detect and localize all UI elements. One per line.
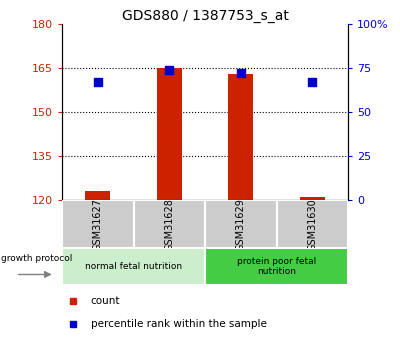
Bar — [205, 248, 348, 285]
Bar — [134, 200, 205, 248]
Bar — [157, 68, 182, 200]
Text: growth protocol: growth protocol — [1, 254, 73, 263]
Text: GSM31628: GSM31628 — [164, 198, 174, 251]
Text: GSM31627: GSM31627 — [93, 198, 103, 251]
Point — [94, 79, 101, 85]
Text: count: count — [90, 296, 120, 306]
Point — [166, 67, 172, 73]
Text: protein poor fetal
nutrition: protein poor fetal nutrition — [237, 257, 316, 276]
Text: percentile rank within the sample: percentile rank within the sample — [90, 319, 266, 328]
Bar — [205, 200, 276, 248]
Point — [309, 79, 316, 85]
Title: GDS880 / 1387753_s_at: GDS880 / 1387753_s_at — [122, 9, 288, 23]
Bar — [276, 200, 348, 248]
Text: GSM31630: GSM31630 — [307, 198, 317, 250]
Bar — [85, 191, 110, 200]
Bar — [62, 200, 134, 248]
Bar — [62, 248, 205, 285]
Bar — [228, 74, 253, 200]
Text: GSM31629: GSM31629 — [236, 198, 246, 251]
Text: normal fetal nutrition: normal fetal nutrition — [85, 262, 182, 271]
Bar — [300, 197, 325, 200]
Point — [238, 71, 244, 76]
